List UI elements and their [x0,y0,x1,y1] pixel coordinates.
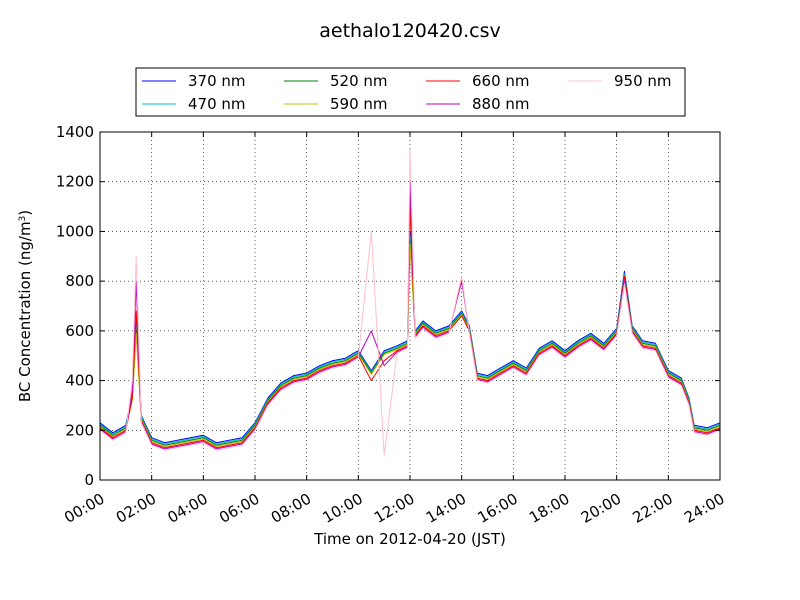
x-tick-label: 08:00 [268,490,314,527]
y-axis-label: BC Concentration (ng/m3) [16,210,34,402]
y-tick-label: 0 [84,471,94,489]
y-tick-label: 1000 [56,222,94,240]
legend-label: 520 nm [330,72,388,90]
legend-label: 590 nm [330,95,388,113]
x-tick-label: 20:00 [578,490,624,527]
x-tick-label: 22:00 [629,490,675,527]
x-tick-label: 02:00 [113,490,159,527]
series-line-520-nm [99,240,721,446]
x-tick-labels: 00:00 02:00 04:00 06:00 08:00 10:00 12:00 14:00… [61,490,727,527]
x-tick-label: 24:00 [681,490,727,527]
x-tick-label: 18:00 [526,490,572,527]
ticks [99,131,721,481]
x-tick-label: 14:00 [423,490,469,527]
y-tick-label: 1400 [56,123,94,141]
y-axis-label-close: ) [16,210,34,216]
x-tick-label: 00:00 [61,490,107,527]
x-tick-label: 04:00 [164,490,210,527]
legend-label: 950 nm [614,72,672,90]
y-tick-label: 600 [65,322,94,340]
y-axis-label-sup: 3 [18,216,28,222]
x-tick-label: 06:00 [216,490,262,527]
x-tick-label: 16:00 [474,490,520,527]
y-tick-labels: 0 200 400 600 800 1000 1200 1400 [56,123,94,489]
legend-label: 470 nm [188,95,246,113]
legend-box [135,67,686,117]
legend-label: 660 nm [472,72,530,90]
y-tick-label: 1200 [56,173,94,191]
legend: 370 nm 470 nm 520 nm 590 nm 660 nm 880 nm 950 … [135,67,686,117]
legend-label: 880 nm [472,95,530,113]
y-tick-label: 400 [65,372,94,390]
x-tick-label: 10:00 [319,490,365,527]
x-axis-label: Time on 2012-04-20 (JST) [313,530,506,548]
chart-title: aethalo120420.csv [319,20,501,42]
x-tick-label: 12:00 [371,490,417,527]
y-tick-label: 200 [65,421,94,439]
y-tick-label: 800 [65,272,94,290]
legend-label: 370 nm [188,72,246,90]
series-line-950-nm [99,148,721,456]
series-layer [99,148,721,456]
y-axis-label-main: BC Concentration (ng/m [16,221,34,402]
